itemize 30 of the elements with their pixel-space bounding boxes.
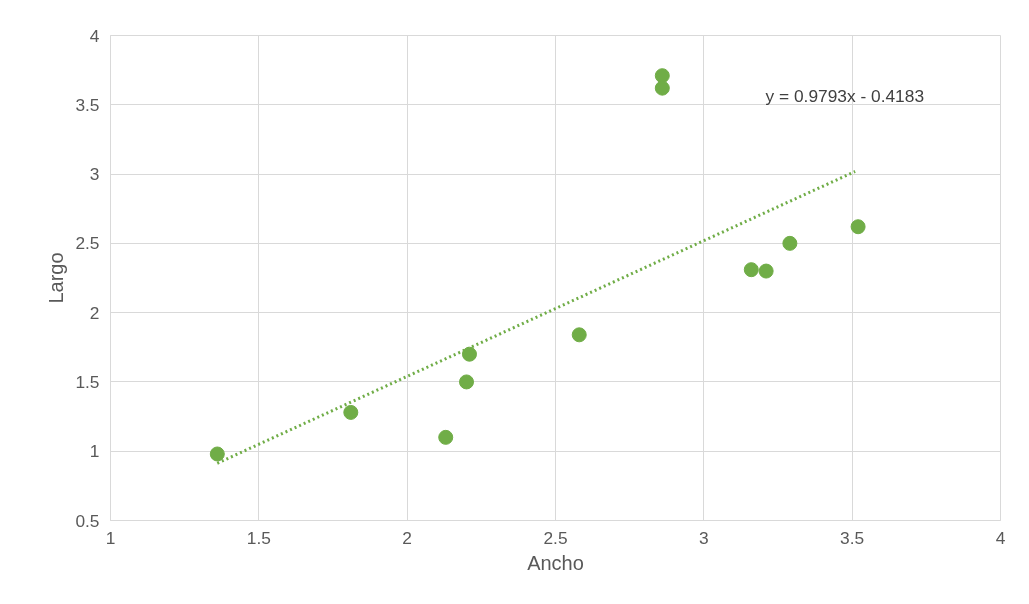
x-tick-label: 3.5 (840, 527, 865, 548)
x-tick-label: 1.5 (246, 527, 271, 548)
x-tick-label: 3 (699, 527, 709, 548)
x-axis-title: Ancho (527, 551, 584, 574)
point (461, 346, 477, 362)
point (758, 263, 774, 279)
x-tick-label: 1 (105, 527, 116, 548)
y-tick-label: 1.5 (75, 371, 100, 392)
point (438, 429, 454, 445)
point (571, 327, 587, 343)
point (850, 219, 866, 235)
y-tick-label: 3.5 (75, 94, 100, 115)
point (209, 446, 225, 462)
y-tick-label: 3 (89, 164, 100, 185)
x-tick-label: 2.5 (543, 527, 568, 548)
y-tick-label: 2 (89, 302, 100, 323)
y-tick-label: 4 (89, 25, 100, 46)
point (654, 80, 670, 96)
point (654, 68, 670, 84)
y-tick-label: 1 (89, 441, 100, 462)
y-tick-label: 2.5 (75, 233, 100, 254)
point (459, 374, 474, 390)
x-tick-label: 4 (995, 527, 1006, 548)
point (743, 262, 759, 278)
point (343, 404, 359, 420)
annotation: y = 0.9793x - 0.4183 (765, 85, 925, 106)
point (782, 235, 798, 251)
x-tick-label: 2 (402, 527, 412, 548)
y-axis-title: Largo (45, 252, 68, 304)
y-tick-label: 0.5 (75, 510, 100, 531)
